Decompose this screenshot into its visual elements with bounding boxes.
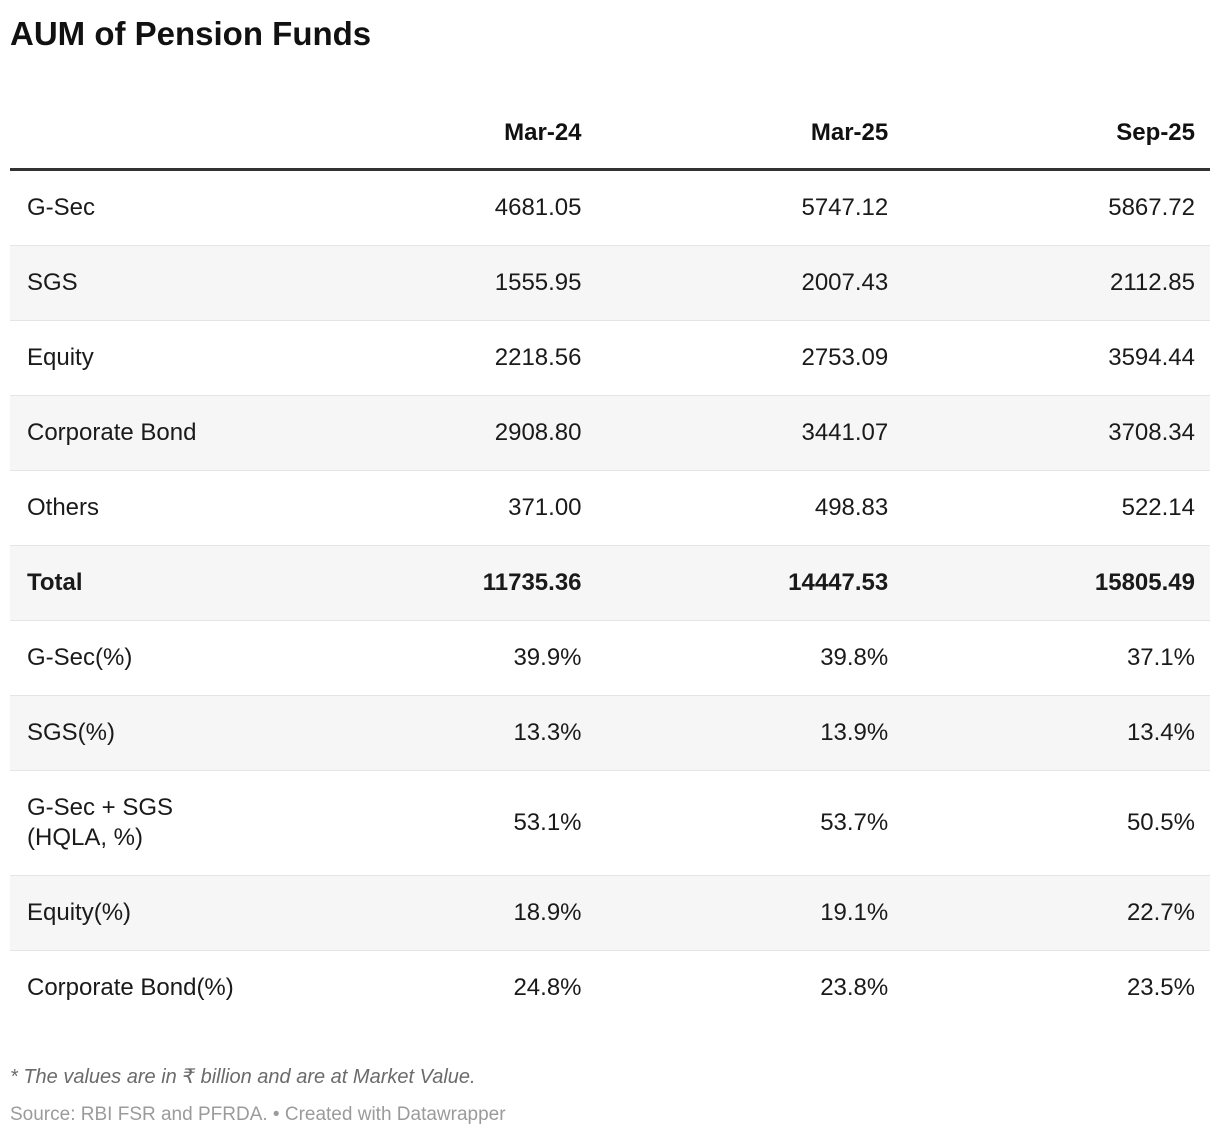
value-cell: 14447.53 xyxy=(596,545,904,621)
footnote: * The values are in ₹ billion and are at… xyxy=(10,1066,476,1088)
table-row: Corporate Bond 2908.80 3441.07 3708.34 xyxy=(10,395,1210,471)
header-row: Mar-24 Mar-25 Sep-25 xyxy=(10,118,1210,171)
aum-table: Mar-24 Mar-25 Sep-25 G-Sec 4681.05 5747.12… xyxy=(10,118,1210,1025)
value-cell: 19.1% xyxy=(596,875,904,951)
value-cell: 4681.05 xyxy=(494,194,582,221)
value-cell: 23.8% xyxy=(596,950,904,1025)
value-cell: 50.5% xyxy=(903,770,1210,876)
value-cell: 11735.36 xyxy=(289,545,597,621)
row-label: SGS xyxy=(10,245,290,321)
value-cell: 13.3% xyxy=(289,695,597,771)
value-cell: 53.1% xyxy=(289,770,597,876)
header-cell-mar25: Mar-25 xyxy=(596,118,904,171)
table-row: SGS(%) 13.3% 13.9% 13.4% xyxy=(10,695,1210,771)
value-cell: 2007.43 xyxy=(596,245,904,321)
value-cell: 371.00 xyxy=(289,470,597,546)
table-row: SGS 1555.95 2007.43 2112.85 xyxy=(10,245,1210,321)
value-cell: 15805.49 xyxy=(903,545,1210,621)
table-row: Corporate Bond(%) 24.8% 23.8% 23.5% xyxy=(10,950,1210,1025)
row-label: Others xyxy=(10,470,290,546)
value-cell: 39.9% xyxy=(289,620,597,696)
row-label: Corporate Bond(%) xyxy=(10,950,290,1025)
table-row: Equity(%) 18.9% 19.1% 22.7% xyxy=(10,875,1210,951)
value-cell: 24.8% xyxy=(289,950,597,1025)
value-cell: 3441.07 xyxy=(596,395,904,471)
value-cell: 498.83 xyxy=(596,470,904,546)
value-cell: 23.5% xyxy=(903,950,1210,1025)
table-row: G-Sec 4681.05 5747.12 5867.72 xyxy=(10,170,1210,246)
chart-title: AUM of Pension Funds xyxy=(10,15,372,52)
table-row: G-Sec + SGS (HQLA, %) 53.1% 53.7% 50.5% xyxy=(10,770,1210,876)
value-cell: 2112.85 xyxy=(903,245,1210,321)
value-cell: 13.4% xyxy=(903,695,1210,771)
value-cell: 1555.95 xyxy=(289,245,597,321)
table-row: G-Sec(%) 39.9% 39.8% 37.1% xyxy=(10,620,1210,696)
table-row: Total 11735.36 14447.53 15805.49 xyxy=(10,545,1210,621)
value-cell: 5867.72 xyxy=(1108,194,1195,221)
value-cell: 3708.34 xyxy=(903,395,1210,471)
row-label: Equity(%) xyxy=(10,875,290,951)
row-label: Equity xyxy=(10,320,290,396)
source-line: Source: RBI FSR and PFRDA. • Created wit… xyxy=(10,1104,506,1125)
row-label: G-Sec(%) xyxy=(10,620,290,696)
value-cell: 13.9% xyxy=(596,695,904,771)
value-cell: 3594.44 xyxy=(903,320,1210,396)
row-label: G-Sec xyxy=(27,194,96,221)
row-label: G-Sec + SGS (HQLA, %) xyxy=(10,770,290,876)
row-label: SGS(%) xyxy=(10,695,290,771)
header-cell-empty xyxy=(10,118,290,171)
value-cell: 2218.56 xyxy=(289,320,597,396)
value-cell: 18.9% xyxy=(289,875,597,951)
value-cell: 37.1% xyxy=(903,620,1210,696)
value-cell: 2908.80 xyxy=(289,395,597,471)
value-cell: 522.14 xyxy=(903,470,1210,546)
value-cell: 39.8% xyxy=(596,620,904,696)
table-row: Equity 2218.56 2753.09 3594.44 xyxy=(10,320,1210,396)
header-cell-sep25: Sep-25 xyxy=(903,118,1210,171)
value-cell: 22.7% xyxy=(903,875,1210,951)
value-cell: 2753.09 xyxy=(596,320,904,396)
row-label: Corporate Bond xyxy=(10,395,290,471)
table-row: Others 371.00 498.83 522.14 xyxy=(10,470,1210,546)
header-cell-mar24: Mar-24 xyxy=(289,118,597,171)
value-cell: 5747.12 xyxy=(801,194,889,221)
value-cell: 53.7% xyxy=(596,770,904,876)
row-label: Total xyxy=(10,545,290,621)
